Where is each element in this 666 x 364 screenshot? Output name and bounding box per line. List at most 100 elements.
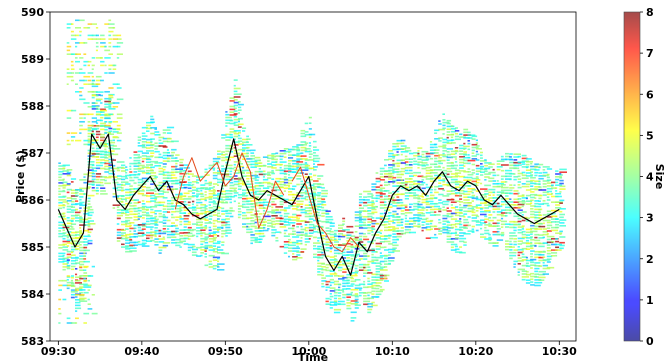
heat-cell	[292, 160, 300, 162]
heat-cell	[396, 238, 399, 241]
heat-cell	[66, 256, 72, 258]
heat-cell	[546, 252, 551, 255]
heat-cell	[484, 170, 488, 173]
heat-cell	[350, 243, 354, 246]
heat-cell	[229, 187, 237, 190]
heat-cell	[150, 175, 157, 177]
heat-cell	[317, 262, 325, 265]
heat-cell	[75, 276, 82, 278]
heat-cell	[166, 208, 171, 210]
heat-cell	[154, 198, 157, 201]
heat-cell	[505, 195, 509, 197]
heat-cell	[367, 224, 371, 226]
heat-cell	[450, 133, 455, 136]
heat-cell	[546, 179, 552, 181]
heat-cell	[459, 181, 463, 183]
heat-cell	[325, 230, 332, 232]
heat-cell	[104, 114, 111, 117]
heat-cell	[471, 225, 475, 228]
heat-cell	[95, 91, 104, 93]
heat-cell	[296, 163, 302, 166]
heat-cell	[171, 236, 177, 238]
heat-cell	[175, 179, 180, 182]
heat-cell	[300, 220, 307, 222]
heat-cell	[388, 152, 394, 155]
heat-cell	[438, 219, 441, 221]
heat-cell	[358, 266, 367, 269]
heat-cell	[242, 175, 247, 177]
heat-cell	[58, 173, 63, 176]
heat-cell	[367, 291, 372, 294]
heat-cell	[271, 209, 279, 211]
heat-cell	[367, 229, 373, 232]
heat-cell	[371, 231, 374, 233]
heat-cell	[379, 207, 385, 209]
heat-cell	[196, 246, 202, 249]
heat-cell	[104, 179, 107, 182]
heat-cell	[104, 45, 107, 48]
heat-cell	[325, 210, 331, 212]
heat-cell	[384, 263, 391, 265]
heat-cell	[517, 254, 521, 257]
heat-cell	[555, 249, 562, 251]
heat-cell	[279, 164, 282, 166]
heat-cell	[58, 201, 63, 204]
heat-cell	[442, 181, 446, 183]
heat-cell	[371, 256, 377, 259]
heat-cell	[79, 57, 84, 59]
heat-cell	[258, 159, 261, 162]
heat-cell	[250, 236, 258, 239]
heat-cell	[70, 268, 75, 271]
heat-cell	[371, 186, 376, 188]
heat-cell	[292, 213, 297, 216]
heat-cell	[171, 177, 178, 179]
heat-cell	[200, 249, 207, 251]
heat-cell	[87, 220, 94, 222]
heat-cell	[100, 128, 105, 131]
heat-cell	[196, 204, 199, 207]
heat-cell	[425, 195, 429, 197]
heat-cell	[267, 222, 273, 224]
heat-cell	[91, 106, 96, 108]
heat-cell	[187, 184, 193, 187]
heat-cell	[392, 213, 398, 216]
heat-cell	[488, 163, 495, 165]
heat-cell	[429, 146, 434, 149]
heat-cell	[500, 212, 508, 214]
heat-cell	[454, 138, 461, 141]
heat-cell	[95, 108, 100, 110]
heat-cell	[83, 213, 90, 215]
heat-cell	[350, 260, 355, 263]
heat-cell	[354, 253, 360, 256]
heat-cell	[217, 235, 220, 237]
heat-cell	[254, 185, 263, 187]
heat-cell	[530, 244, 537, 247]
heat-cell	[83, 252, 86, 254]
heat-cell	[296, 242, 303, 245]
heat-cell	[150, 138, 155, 140]
heat-cell	[292, 162, 300, 165]
heat-cell	[551, 221, 556, 223]
heat-cell	[237, 157, 241, 159]
heat-cell	[525, 262, 529, 265]
heat-cell	[338, 269, 343, 272]
heat-cell	[129, 247, 137, 249]
heat-cell	[121, 175, 127, 178]
heat-cell	[559, 210, 563, 213]
heat-cell	[525, 237, 533, 239]
heat-cell	[79, 232, 84, 235]
heat-cell	[221, 235, 224, 238]
heat-cell	[555, 238, 558, 240]
heat-cell	[438, 233, 442, 235]
heat-cell	[492, 191, 496, 194]
heat-cell	[242, 192, 247, 194]
heat-cell	[166, 177, 173, 179]
heat-cell	[396, 148, 404, 150]
heat-cell	[246, 189, 254, 191]
heat-cell	[66, 200, 72, 202]
heat-cell	[308, 218, 314, 220]
heat-cell	[288, 162, 291, 165]
heat-cell	[363, 269, 369, 272]
heat-cell	[95, 49, 98, 52]
heat-cell	[70, 275, 74, 277]
